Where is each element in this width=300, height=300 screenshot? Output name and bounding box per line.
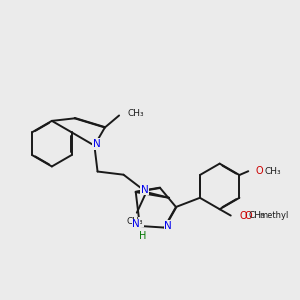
Text: N: N <box>141 184 148 195</box>
Text: O: O <box>255 166 263 176</box>
Text: N: N <box>132 219 140 230</box>
Text: CH₃: CH₃ <box>128 110 145 118</box>
Text: CH₃: CH₃ <box>264 167 281 176</box>
Text: CH₃: CH₃ <box>127 217 143 226</box>
Text: CH₃: CH₃ <box>248 211 265 220</box>
Text: methyl: methyl <box>259 211 289 220</box>
Text: N: N <box>164 221 172 231</box>
Text: O: O <box>240 211 247 220</box>
Text: N: N <box>93 139 101 149</box>
Text: H: H <box>139 231 147 241</box>
Text: O: O <box>245 211 253 220</box>
